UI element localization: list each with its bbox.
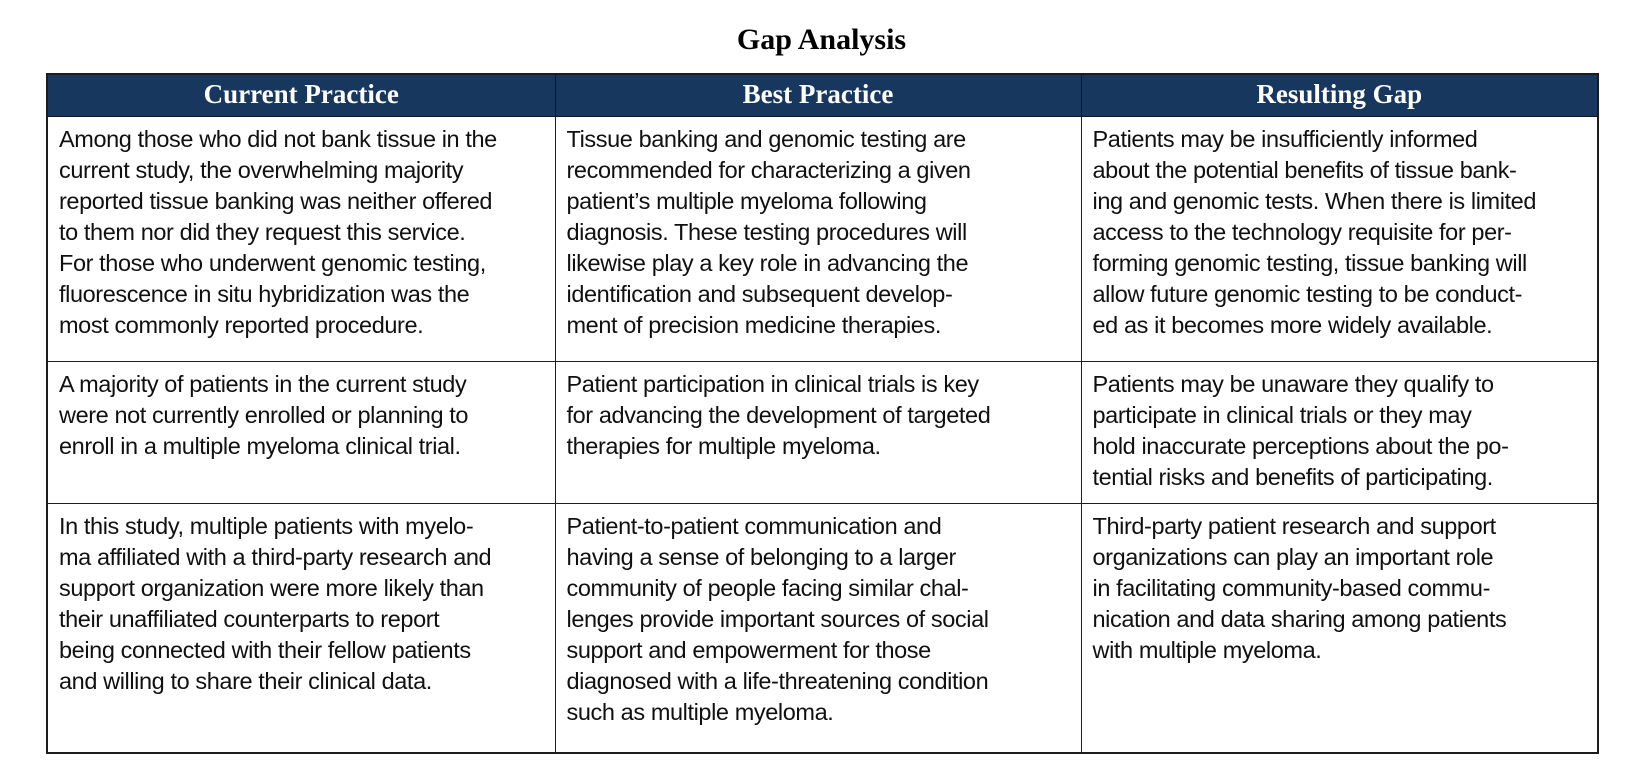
gap-analysis-table: Current Practice Best Practice Resulting… xyxy=(46,73,1599,754)
cell-row2-best-practice: Patient participation in clinical trials… xyxy=(554,360,1082,504)
column-header-resulting-gap: Resulting Gap xyxy=(1080,73,1599,117)
cell-row3-current-practice: In this study, multiple patients with my… xyxy=(46,502,556,754)
cell-row1-best-practice: Tissue banking and genomic testing are r… xyxy=(554,115,1082,362)
cell-row2-current-practice: A majority of patients in the current st… xyxy=(46,360,556,504)
table-row: Among those who did not bank tissue in t… xyxy=(46,115,1599,362)
cell-row1-resulting-gap: Patients may be insufficiently informed … xyxy=(1080,115,1599,362)
cell-row3-best-practice: Patient-to-patient communication and hav… xyxy=(554,502,1082,754)
table-row: In this study, multiple patients with my… xyxy=(46,502,1599,754)
table-container: Current Practice Best Practice Resulting… xyxy=(46,73,1634,754)
column-header-current-practice: Current Practice xyxy=(46,73,556,117)
cell-row3-resulting-gap: Third-party patient research and support… xyxy=(1080,502,1599,754)
table-row: A majority of patients in the current st… xyxy=(46,360,1599,504)
column-header-best-practice: Best Practice xyxy=(554,73,1082,117)
table-row: Current Practice Best Practice Resulting… xyxy=(46,73,1599,117)
page-title: Gap Analysis xyxy=(736,23,907,56)
cell-row2-resulting-gap: Patients may be unaware they qualify to … xyxy=(1080,360,1599,504)
table-header-row: Current Practice Best Practice Resulting… xyxy=(46,73,1599,117)
cell-row1-current-practice: Among those who did not bank tissue in t… xyxy=(46,115,556,362)
